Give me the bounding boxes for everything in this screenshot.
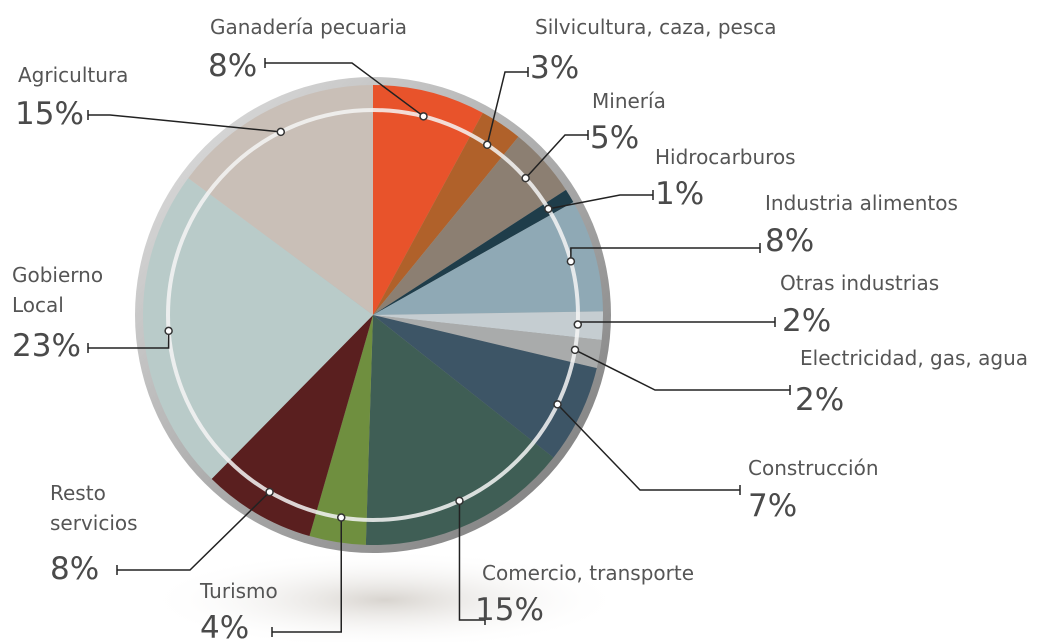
value-label: 5%	[590, 120, 640, 156]
value-label: 2%	[795, 382, 845, 418]
pie-slice	[373, 202, 603, 315]
leader-dot	[336, 513, 346, 522]
value-label: 23%	[12, 328, 81, 364]
leader-dot	[419, 112, 428, 121]
pie-slice	[143, 178, 373, 479]
leader-line	[556, 403, 740, 491]
category-label: Gobierno Local	[12, 263, 104, 317]
value-label: 4%	[200, 610, 250, 642]
value-label: 8%	[765, 223, 815, 259]
leader-line	[486, 71, 528, 145]
leader-line	[525, 134, 588, 179]
pie-slice	[365, 315, 554, 545]
value-label: 3%	[530, 50, 580, 86]
value-label: 2%	[782, 303, 832, 339]
pie-slice	[373, 315, 602, 369]
value-label: 7%	[748, 488, 798, 524]
category-label: Minería	[592, 89, 666, 113]
pie-slice	[373, 311, 603, 340]
pie-slice	[373, 85, 483, 315]
pie-slice	[373, 315, 597, 458]
leader-line	[88, 114, 281, 133]
category-label: Electricidad, gas, agua	[800, 346, 1028, 370]
category-label: Construcción	[748, 456, 879, 480]
pie-slice	[373, 189, 574, 315]
category-label: Ganadería pecuaria	[210, 15, 408, 39]
leader-line	[272, 517, 342, 633]
leader-dot	[544, 204, 553, 214]
leader-dot	[573, 320, 583, 329]
value-label: 1%	[655, 176, 705, 212]
pie-slice	[373, 112, 519, 316]
inner-ring	[166, 108, 580, 522]
leader-dot	[164, 326, 173, 336]
leader-dot	[570, 345, 580, 355]
category-label: Silvicultura, caza, pesca	[535, 15, 777, 39]
value-label: 8%	[208, 48, 258, 84]
leader-dot	[482, 140, 492, 150]
pie-slice	[373, 136, 566, 315]
category-label: Turismo	[200, 579, 278, 603]
leader-dot	[455, 496, 464, 506]
shadow	[145, 550, 625, 642]
value-label: 8%	[50, 551, 100, 587]
leader-line	[574, 349, 790, 391]
category-label: Hidrocarburos	[655, 145, 796, 169]
category-label: Otras industrias	[780, 271, 940, 295]
leader-line	[265, 62, 424, 117]
leader-dot	[521, 173, 530, 183]
category-label: Comercio, transporte	[482, 561, 694, 585]
pie-slice	[188, 85, 373, 315]
leader-dot	[276, 127, 286, 137]
category-label: Resto servicios	[50, 481, 138, 535]
leader-line	[88, 330, 170, 349]
leader-dot	[265, 487, 274, 497]
leader-line	[548, 194, 653, 210]
category-label: Agricultura	[18, 63, 129, 87]
value-label: 15%	[15, 96, 84, 132]
category-label: Industria alimentos	[765, 191, 958, 215]
leader-dot	[553, 400, 562, 409]
value-label: 15%	[475, 592, 544, 628]
pie-slice	[309, 315, 373, 545]
leader-dot	[566, 257, 576, 266]
leader-line	[458, 500, 485, 621]
leader-line	[570, 247, 760, 262]
leader-line	[117, 491, 271, 571]
